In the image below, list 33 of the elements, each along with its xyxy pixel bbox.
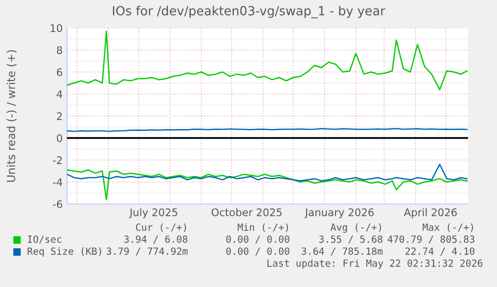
legend-label: Req Size (KB) xyxy=(28,247,102,257)
x-tick-label: October 2025 xyxy=(212,208,282,216)
x-tick-label: April 2026 xyxy=(404,208,457,218)
y-tick-label: 10 xyxy=(50,24,62,32)
y-tick-label: 6 xyxy=(56,68,62,76)
y-tick-label: -6 xyxy=(52,200,62,208)
y-axis-title: Units read (-) / write (+) xyxy=(6,50,17,182)
text: 0.00 / 0.00 xyxy=(226,247,290,256)
y-tick-label: 8 xyxy=(56,46,62,54)
text: 3.94 / 6.08 xyxy=(124,235,188,244)
y-tick-label: 4 xyxy=(56,90,62,98)
x-tick-label: July 2025 xyxy=(129,208,178,218)
text: Avg (-/+) xyxy=(330,223,381,233)
text: 470.79 / 805.83 xyxy=(388,235,474,244)
text: Cur (-/+) xyxy=(136,223,186,232)
legend-label: IO/sec xyxy=(28,235,62,244)
x-tick-label: January 2026 xyxy=(304,208,374,218)
y-tick-label: 2 xyxy=(56,112,62,120)
text: Max (-/+) xyxy=(422,223,473,232)
text: 3.64 / 785.18m xyxy=(302,247,383,256)
y-tick-label: 0 xyxy=(56,134,62,142)
text: 0.00 / 0.00 xyxy=(226,235,290,244)
text: Min (-/+) xyxy=(238,223,288,232)
text: Last update: Fri May 22 02:31:32 2026 xyxy=(267,259,482,269)
text: 22.74 / 4.10 xyxy=(405,247,474,256)
y-tick-label: -2 xyxy=(52,156,62,164)
y-tick-label: -4 xyxy=(52,178,62,186)
text: 3.55 / 5.68 xyxy=(319,235,382,244)
text: 3.79 / 774.92m xyxy=(106,247,188,256)
line-series xyxy=(67,169,468,200)
chart-title: IOs for /dev/peakten03-vg/swap_1 - by year xyxy=(112,6,386,18)
line-series xyxy=(67,30,468,90)
line-series xyxy=(67,164,468,182)
